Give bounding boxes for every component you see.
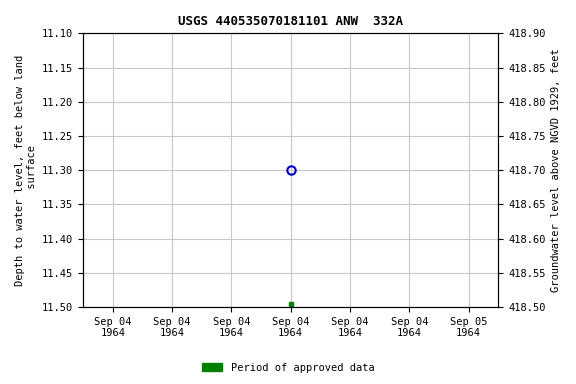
- Y-axis label: Depth to water level, feet below land
 surface: Depth to water level, feet below land su…: [15, 55, 37, 286]
- Title: USGS 440535070181101 ANW  332A: USGS 440535070181101 ANW 332A: [178, 15, 403, 28]
- Y-axis label: Groundwater level above NGVD 1929, feet: Groundwater level above NGVD 1929, feet: [551, 48, 561, 292]
- Legend: Period of approved data: Period of approved data: [198, 359, 378, 377]
